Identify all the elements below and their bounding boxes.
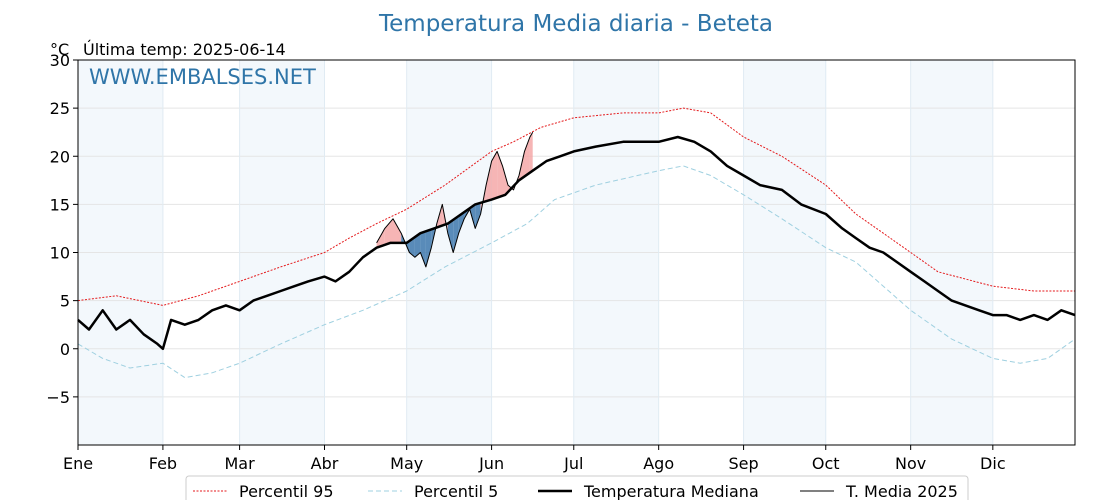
y-axis-unit-label: °C xyxy=(50,40,69,59)
x-axis: Ene Feb Mar Abr May Jun Jul Ago Sep Oct Nov Dic xyxy=(63,445,1006,473)
plot-area xyxy=(77,59,1076,446)
watermark: WWW.EMBALSES.NET xyxy=(89,65,316,89)
y-tick-label: 30 xyxy=(50,51,70,70)
x-tick-label: Jun xyxy=(478,454,504,473)
y-tick-label: 25 xyxy=(50,99,70,118)
x-tick-label: Ene xyxy=(63,454,93,473)
series-lines xyxy=(77,107,1076,379)
legend-frame xyxy=(185,475,969,500)
warm-anomaly-fill xyxy=(524,137,530,177)
y-tick-label: −5 xyxy=(46,388,70,407)
cold-anomaly-fill xyxy=(425,229,432,267)
series-line-3 xyxy=(376,131,534,268)
x-tick-label: Feb xyxy=(149,454,177,473)
x-tick-label: Jul xyxy=(563,454,583,473)
warm-anomaly-fill xyxy=(393,218,402,243)
chart-title: Temperatura Media diaria - Beteta xyxy=(378,11,773,37)
y-tick-label: 20 xyxy=(50,147,70,166)
legend-label: T. Media 2025 xyxy=(845,482,958,500)
grid-lines xyxy=(77,59,1075,445)
x-tick-label: May xyxy=(390,454,423,473)
series-line-2 xyxy=(77,135,1076,351)
cold-anomaly-fill xyxy=(475,202,481,229)
legend: Percentil 95 Percentil 5 Temperatura Media… xyxy=(185,475,969,500)
y-tick-label: 0 xyxy=(60,340,70,359)
warm-anomaly-fill xyxy=(502,165,508,196)
cold-anomaly-fill xyxy=(414,233,421,258)
x-tick-label: Abr xyxy=(311,454,339,473)
x-tick-label: Ago xyxy=(643,454,674,473)
warm-anomaly-fill xyxy=(376,228,385,248)
warm-anomaly-fill xyxy=(491,151,498,200)
series-line-1 xyxy=(77,165,1076,379)
x-tick-label: Nov xyxy=(895,454,926,473)
legend-label: Percentil 5 xyxy=(414,482,498,500)
x-tick-label: Sep xyxy=(729,454,759,473)
y-tick-label: 15 xyxy=(50,195,70,214)
legend-label: Temperatura Mediana xyxy=(583,482,759,500)
warm-anomaly-fill xyxy=(384,218,393,245)
legend-label: Percentil 95 xyxy=(239,482,334,500)
last-temp-label: Última temp: 2025-06-14 xyxy=(83,40,286,59)
y-tick-label: 10 xyxy=(50,244,70,263)
x-tick-label: Oct xyxy=(812,454,840,473)
warm-anomaly-fill xyxy=(529,132,533,173)
warm-anomaly-fill xyxy=(486,161,492,202)
y-tick-label: 5 xyxy=(60,292,70,311)
cold-anomaly-fill xyxy=(447,219,454,253)
cold-anomaly-fill xyxy=(420,231,426,267)
cold-anomaly-fill xyxy=(458,212,465,234)
y-axis: −5 0 5 10 15 20 25 30 xyxy=(46,51,78,407)
cold-anomaly-fill xyxy=(453,215,459,253)
x-tick-label: Dic xyxy=(980,454,1006,473)
cold-anomaly-fill xyxy=(409,237,415,258)
x-tick-label: Mar xyxy=(225,454,256,473)
